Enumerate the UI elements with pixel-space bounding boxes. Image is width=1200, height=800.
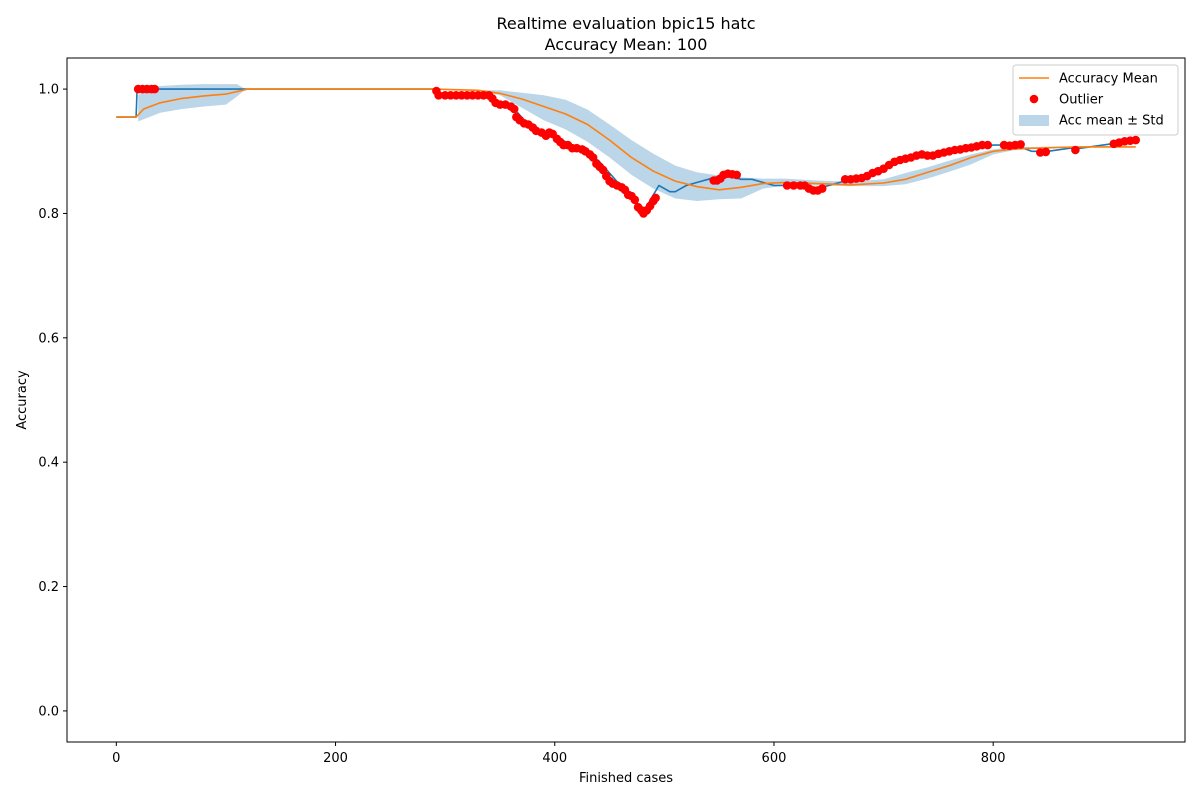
outlier-point [434, 91, 443, 100]
legend-swatch-std-band [1019, 115, 1049, 126]
legend-label: Accuracy Mean [1059, 72, 1158, 87]
outlier-point [983, 140, 992, 150]
plot-area [66, 57, 1186, 743]
outlier-point [509, 104, 519, 114]
outlier-point [630, 195, 640, 205]
chart-title: Realtime evaluation bpic15 hatc [497, 14, 756, 33]
x-axis-label: Finished cases [579, 771, 673, 786]
x-tick-label: 0 [112, 751, 120, 766]
legend-label: Acc mean ± Std [1059, 114, 1164, 129]
y-axis: 0.0 0.2 0.4 0.6 0.8 1.0 [38, 83, 67, 719]
x-tick-label: 400 [542, 751, 567, 766]
y-tick-label: 0.2 [38, 580, 59, 595]
x-tick-label: 600 [762, 751, 787, 766]
y-axis-label: Accuracy [15, 370, 30, 430]
outlier-point [1041, 147, 1051, 157]
y-tick-label: 0.6 [38, 331, 59, 346]
std-band [138, 84, 1136, 201]
outlier-point [732, 170, 741, 180]
outlier-point [1131, 135, 1140, 145]
outlier-point [782, 181, 792, 190]
chart-subtitle: Accuracy Mean: 100 [545, 35, 708, 54]
legend-box [1012, 64, 1179, 136]
legend-swatch-outlier [1029, 94, 1039, 104]
outlier-point [1016, 140, 1025, 149]
accuracy-mean-line [116, 88, 1136, 191]
y-tick-label: 0.8 [38, 207, 59, 222]
outlier-point [817, 184, 827, 193]
y-tick-label: 0.4 [38, 456, 59, 471]
x-axis: 0 200 400 600 800 [112, 742, 1006, 766]
outlier-point [651, 193, 660, 203]
x-tick-label: 200 [323, 751, 348, 766]
legend: Accuracy Mean Outlier Acc mean ± Std [1012, 64, 1179, 136]
outlier-point [1071, 145, 1080, 155]
y-tick-label: 0.0 [38, 704, 59, 719]
legend-label: Outlier [1059, 93, 1104, 108]
outlier-point [150, 84, 159, 94]
axes-frame [66, 57, 1186, 743]
y-tick-label: 1.0 [38, 83, 59, 98]
x-tick-label: 800 [981, 751, 1006, 766]
outlier-point [789, 181, 798, 190]
